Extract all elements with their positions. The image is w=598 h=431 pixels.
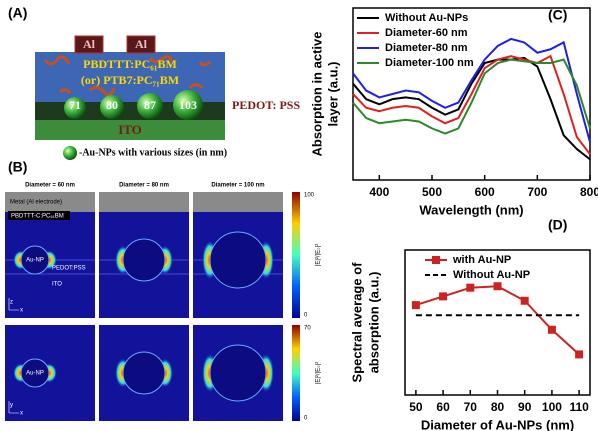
map-title: Diameter = 100 nm — [211, 183, 264, 189]
field-maps: Diameter = 60 nm Diameter = 80 nm Diameter… — [5, 183, 322, 422]
colorbar — [292, 325, 300, 421]
series-line — [352, 54, 591, 155]
np-outline — [20, 358, 50, 388]
layer-label: Metal (Al electrode) — [10, 200, 62, 206]
polymer-strands — [43, 55, 212, 97]
colorbar-min: 0 — [304, 416, 308, 422]
data-point — [466, 283, 475, 292]
coord-axes — [8, 298, 19, 311]
colorbar-max: 100 — [304, 193, 315, 199]
x-tick-label: 110 — [569, 400, 589, 414]
data-point — [520, 296, 529, 305]
map-title: Diameter = 80 nm — [119, 183, 169, 189]
x-tick-label: 500 — [422, 185, 442, 199]
panel-label: (A) — [8, 5, 27, 21]
legend-label: Without Au-NPs — [385, 12, 468, 24]
data-point — [439, 292, 448, 301]
x-tick-label: 700 — [527, 185, 547, 199]
nanoparticle — [64, 97, 86, 119]
x-tick-label: 800 — [580, 185, 598, 199]
coord-label: y — [10, 403, 13, 409]
layer-label: PEDOT:PSS — [52, 266, 86, 272]
electrode-label: Al — [83, 37, 96, 51]
electrode — [126, 35, 156, 54]
nanoparticle — [100, 95, 124, 119]
x-tick-label: 400 — [369, 185, 389, 199]
np-outline — [122, 238, 166, 282]
x-tick-label: 600 — [475, 185, 495, 199]
colorbar-label: |E|²/|E₀|² — [316, 244, 322, 266]
x-axis-label: Diameter of Au-NPs (nm) — [421, 417, 574, 431]
np-outline — [122, 351, 166, 395]
colorbar-max: 70 — [304, 326, 311, 332]
np-size: 103 — [179, 98, 197, 112]
np-size: 80 — [106, 98, 118, 112]
y-axis-label: Spectral average of — [349, 262, 364, 383]
coord-label: z — [10, 300, 13, 306]
np-size: 87 — [144, 98, 156, 112]
y-axis-label: absorption (a.u.) — [366, 272, 381, 374]
layer-label: PBDTTT:PC₆₁BM — [83, 57, 177, 71]
y-axis-label: layer (a.u.) — [325, 61, 340, 126]
layer-label: (or) PTB7:PC₇₁BM — [81, 73, 179, 87]
legend-label: Without Au-NP — [453, 269, 530, 281]
coord-label: x — [20, 411, 23, 417]
layer-tag — [8, 211, 70, 220]
metal — [5, 192, 95, 212]
metal — [99, 192, 189, 212]
data-point — [547, 325, 556, 334]
legend-marker — [63, 146, 77, 160]
panel-label: (D) — [548, 217, 567, 233]
coord-label: x — [20, 308, 23, 314]
nanoparticle — [137, 93, 163, 119]
layer-label: ITO — [52, 282, 62, 288]
layer-label: PEDOT: PSS — [232, 98, 300, 112]
series-line — [352, 37, 591, 143]
np-outline — [209, 344, 267, 402]
data-point — [493, 282, 502, 291]
metal — [193, 192, 283, 212]
np-outline — [209, 231, 267, 289]
x-tick-label: 80 — [491, 400, 505, 414]
x-tick-label: 100 — [542, 400, 562, 414]
data-point — [575, 350, 584, 359]
legend-label: Diameter-100 nm — [385, 57, 474, 69]
x-tick-label: 70 — [464, 400, 478, 414]
series-line — [352, 58, 591, 135]
ito-layer — [35, 120, 225, 140]
x-tick-label: 50 — [409, 400, 423, 414]
panel-label: (B) — [8, 159, 27, 175]
colorbar — [292, 192, 300, 318]
legend-marker — [432, 256, 440, 264]
colorbar-label: |E|²/|E₀|² — [316, 362, 322, 384]
legend-label: -Au-NPs with various sizes (in nm) — [79, 147, 227, 158]
electrode-label: Al — [135, 37, 148, 51]
legend-label: Diameter-80 nm — [385, 42, 468, 54]
series-line — [352, 56, 591, 161]
map-title: Diameter = 60 nm — [25, 183, 75, 189]
data-point — [411, 301, 420, 310]
x-axis-label: Wavelength (nm) — [419, 202, 523, 217]
np-label: Au-NP — [26, 371, 44, 377]
coord-axes — [8, 401, 19, 414]
nanoparticle — [173, 90, 203, 120]
legend-label: Diameter-60 nm — [385, 27, 468, 39]
np-label: Au-NP — [26, 258, 44, 264]
np-outline — [20, 245, 50, 275]
x-tick-label: 60 — [436, 400, 450, 414]
panel-label: (C) — [548, 7, 567, 23]
layer-label: PBDTTT-C:PC₆₁BM — [11, 214, 64, 220]
electrode — [74, 35, 104, 54]
legend-label: with Au-NP — [452, 254, 511, 266]
y-axis-label: Absorption in active — [309, 32, 324, 157]
colorbar-min: 0 — [304, 313, 308, 319]
np-size: 71 — [69, 98, 81, 112]
x-tick-label: 90 — [518, 400, 532, 414]
layer-label: ITO — [118, 122, 142, 137]
